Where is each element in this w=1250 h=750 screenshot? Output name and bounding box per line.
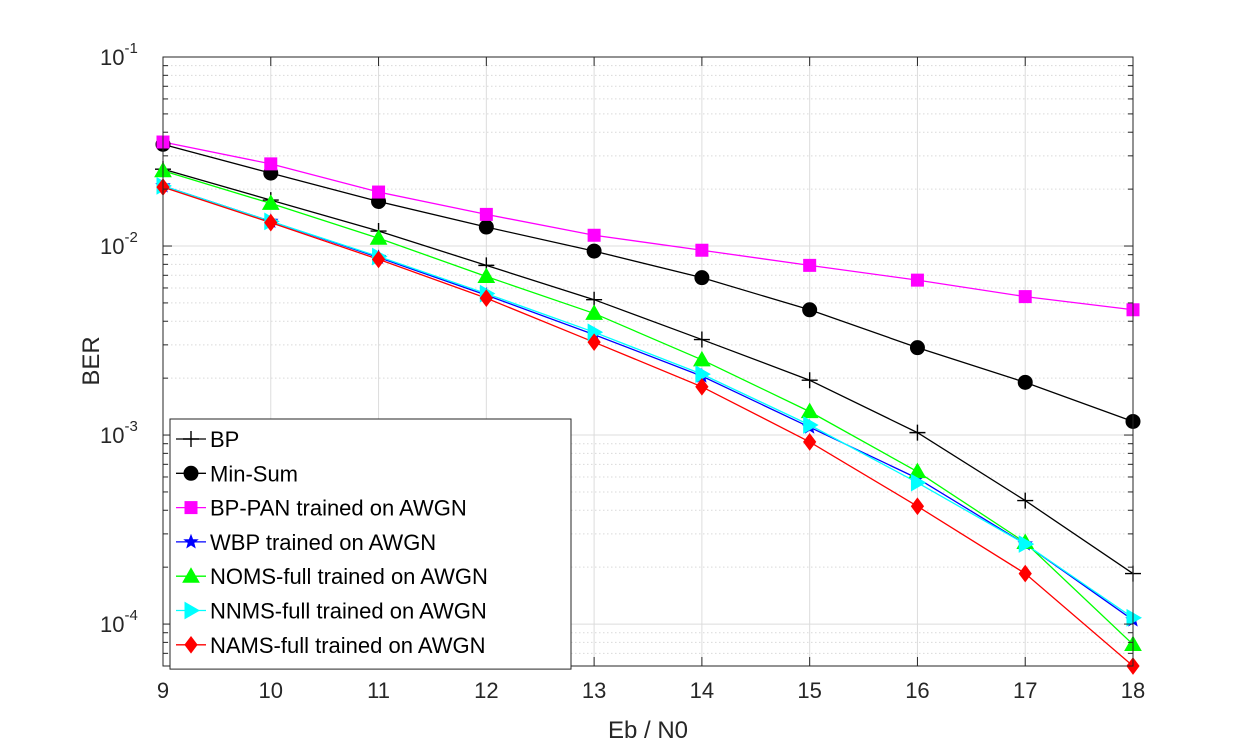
minor-grid bbox=[163, 65, 1133, 667]
data-point-3-3 bbox=[372, 185, 386, 199]
x-tick-label: 18 bbox=[1121, 678, 1145, 703]
data-point-1-8 bbox=[909, 424, 926, 441]
data-point-7-7 bbox=[803, 433, 817, 451]
data-point-2-9 bbox=[1017, 374, 1033, 390]
legend-label-1: BP bbox=[210, 427, 239, 452]
data-point-2-7 bbox=[802, 302, 818, 318]
data-point-2-6 bbox=[694, 270, 710, 286]
series-line-6 bbox=[162, 185, 1134, 619]
data-point-7-8 bbox=[910, 497, 925, 516]
series-line-1 bbox=[162, 168, 1134, 575]
data-point-5-5 bbox=[585, 304, 603, 320]
x-tick-label: 12 bbox=[474, 678, 498, 703]
x-tick-label: 11 bbox=[367, 678, 390, 703]
data-point-3-2 bbox=[264, 157, 278, 171]
data-point-6-10 bbox=[1126, 608, 1143, 627]
y-tick-label: 10-4 bbox=[100, 607, 138, 637]
legend-marker-4 bbox=[183, 533, 199, 549]
data-point-2-4 bbox=[478, 219, 494, 235]
legend-label-5: NOMS-full trained on AWGN bbox=[210, 564, 488, 589]
data-point-7-5 bbox=[587, 333, 601, 351]
data-point-6-8 bbox=[910, 473, 927, 492]
x-tick-label: 14 bbox=[690, 678, 714, 703]
legend-marker-1 bbox=[183, 431, 199, 447]
y-tick-labels: 10-1 10-2 10-3 10-4 bbox=[100, 40, 138, 637]
data-point-5-2 bbox=[261, 194, 280, 210]
data-point-6-9 bbox=[1018, 535, 1035, 553]
data-point-5-6 bbox=[693, 350, 711, 367]
series-line-7 bbox=[162, 186, 1134, 667]
data-point-7-4 bbox=[479, 289, 493, 307]
series-line-3 bbox=[162, 141, 1134, 311]
legend-marker-2 bbox=[183, 465, 199, 481]
data-point-1-6 bbox=[693, 331, 710, 348]
legend-label-3: BP-PAN trained on AWGN bbox=[210, 496, 467, 521]
x-tick-label: 13 bbox=[582, 678, 606, 703]
x-axis-label: Eb / N0 bbox=[608, 717, 688, 744]
x-tick-label: 15 bbox=[797, 678, 821, 703]
legend-label-6: NNMS-full trained on AWGN bbox=[210, 599, 487, 624]
legend-label-4: WBP trained on AWGN bbox=[210, 530, 436, 555]
data-point-3-7 bbox=[803, 258, 817, 272]
data-point-7-6 bbox=[695, 377, 709, 396]
legend: BP Min-Sum BP-PAN trained on AWGN WBP train… bbox=[169, 418, 572, 670]
data-point-7-9 bbox=[1018, 564, 1032, 583]
data-point-3-9 bbox=[1018, 290, 1032, 304]
data-point-5-3 bbox=[369, 229, 388, 245]
data-point-7-3 bbox=[371, 250, 386, 269]
data-point-3-6 bbox=[695, 243, 709, 257]
legend-marker-7 bbox=[184, 635, 198, 654]
data-point-3-4 bbox=[479, 207, 493, 221]
data-point-5-4 bbox=[477, 267, 496, 283]
series-lines bbox=[162, 141, 1134, 667]
data-point-1-9 bbox=[1017, 492, 1034, 509]
x-tick-label: 9 bbox=[157, 678, 169, 703]
x-tick-label: 17 bbox=[1013, 678, 1037, 703]
data-point-3-5 bbox=[587, 228, 601, 242]
x-tick-label: 16 bbox=[905, 678, 929, 703]
y-tick-label: 10-3 bbox=[100, 418, 138, 448]
series-markers bbox=[154, 135, 1143, 675]
legend-box bbox=[169, 418, 572, 670]
legend-label-2: Min-Sum bbox=[210, 461, 298, 486]
data-point-2-5 bbox=[586, 243, 602, 259]
data-point-6-7 bbox=[803, 416, 819, 434]
legend-marker-6 bbox=[184, 601, 201, 620]
legend-label-7: NAMS-full trained on AWGN bbox=[210, 633, 486, 658]
legend-marker-5 bbox=[182, 567, 200, 583]
series-line-2 bbox=[162, 143, 1134, 423]
x-tick-label: 10 bbox=[259, 678, 283, 703]
data-point-5-7 bbox=[800, 402, 819, 419]
y-tick-label: 10-1 bbox=[100, 40, 138, 70]
x-tick-labels: 9 10 11 12 13 14 15 16 17 18 bbox=[157, 678, 1145, 703]
data-point-3-8 bbox=[910, 273, 924, 287]
data-point-1-7 bbox=[801, 372, 818, 389]
data-point-6-6 bbox=[695, 365, 711, 383]
plot-frame bbox=[162, 56, 1134, 667]
legend-marker-3 bbox=[184, 501, 198, 515]
series-line-5 bbox=[162, 170, 1134, 645]
data-point-7-2 bbox=[264, 213, 278, 232]
y-tick-label: 10-2 bbox=[100, 229, 138, 259]
y-axis-label: BER bbox=[78, 336, 105, 385]
tick-marks bbox=[162, 56, 1134, 667]
data-point-2-8 bbox=[909, 340, 925, 356]
